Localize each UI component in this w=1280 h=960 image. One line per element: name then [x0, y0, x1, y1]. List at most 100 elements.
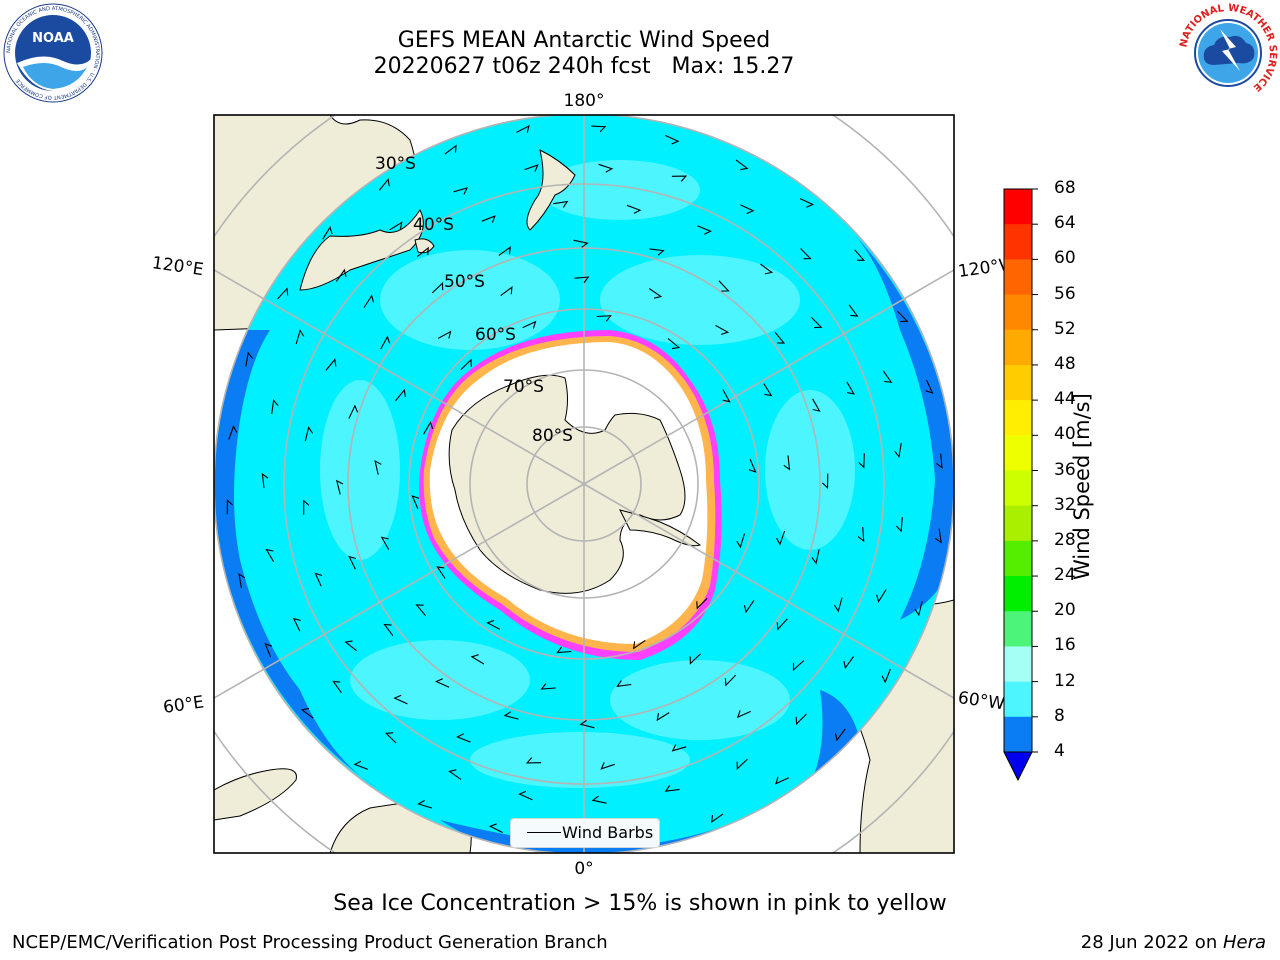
colorbar-swatch	[1004, 470, 1032, 507]
colorbar-label: Wind Speed [m/s]	[1070, 393, 1094, 580]
noaa-logo-text: NOAA	[32, 31, 74, 46]
wind-barb	[616, 680, 632, 688]
wind-barb	[858, 453, 865, 469]
colorbar-swatch	[1004, 435, 1032, 471]
wind-barb	[665, 134, 680, 145]
wind-barb	[417, 799, 433, 809]
wind-barb	[591, 795, 607, 804]
wind-barb	[573, 239, 589, 248]
wind-barb	[914, 601, 923, 617]
wind-barb	[436, 566, 446, 579]
wind-barb	[656, 712, 670, 722]
wind-barb	[522, 320, 537, 329]
wind-barb	[518, 790, 533, 801]
antarctica-land	[448, 374, 686, 594]
wind-barb	[936, 453, 943, 469]
wind-barb	[423, 420, 434, 435]
wind-barb	[671, 175, 688, 182]
colorbar-swatch	[1004, 576, 1032, 612]
wind-barb	[556, 646, 572, 654]
colorbar-tick-label: 8	[1054, 705, 1065, 726]
wind-barb	[722, 389, 731, 403]
wind-barb	[774, 331, 786, 344]
footer-date: 28 Jun 2022 on Hera	[1080, 932, 1266, 953]
wind-barb	[897, 310, 909, 323]
colorbar-swatch	[1004, 294, 1032, 331]
noaa-logo: NOAA NATIONAL OCEANIC AND ATMOSPHERIC AD…	[3, 3, 103, 103]
wind-barb	[453, 187, 469, 195]
wind-barb	[598, 163, 614, 173]
wind-barb	[460, 358, 472, 370]
colorbar	[1003, 188, 1038, 782]
wind-barb	[353, 760, 369, 770]
wind-barb	[448, 769, 462, 780]
wind-barb	[295, 329, 305, 345]
wind-barb	[411, 495, 420, 510]
wind-barb	[264, 642, 273, 658]
wind-barb	[271, 399, 279, 415]
wind-barb	[481, 215, 496, 223]
wind-barb	[811, 316, 823, 329]
wind-barb	[711, 813, 724, 824]
colorbar-tick-label: 4	[1054, 741, 1065, 761]
footer-branch: NCEP/EMC/Verification Post Processing Pr…	[12, 932, 608, 953]
colorbar-swatch	[1004, 259, 1032, 296]
wind-barb	[736, 533, 746, 549]
wind-barb	[434, 678, 450, 688]
wind-barb	[800, 248, 812, 260]
colorbar-tick-label: 60	[1054, 248, 1076, 269]
colorbar-tick-label: 28	[1054, 529, 1076, 550]
wind-barb	[811, 549, 820, 565]
colorbar-swatch	[1004, 716, 1032, 752]
chart-subtitle: 20220627 t06z 240h fcst Max: 15.27	[373, 54, 795, 79]
wind-barb	[498, 246, 511, 256]
wind-barb	[843, 656, 855, 670]
wind-barb	[524, 164, 539, 172]
wind-barb	[667, 338, 681, 350]
wind-barb	[848, 304, 859, 317]
wind-barb	[724, 674, 737, 687]
colorbar-tick-label: 16	[1054, 635, 1076, 656]
wind-barb	[378, 178, 390, 191]
wind-barb	[265, 548, 275, 562]
wind-barb	[648, 288, 663, 299]
lat-label-60s: 60°S	[475, 325, 516, 345]
wind-barb	[553, 200, 569, 208]
wind-barb	[314, 572, 323, 587]
wind-barb	[894, 442, 902, 459]
wind-barb	[380, 536, 390, 550]
wind-barb	[895, 517, 903, 533]
wind-barb	[748, 458, 757, 473]
colorbar-swatch	[1004, 364, 1032, 401]
wind-barb	[374, 459, 382, 475]
wind-barb	[776, 530, 786, 546]
wind-barb	[649, 248, 665, 256]
lon-label-60e: 60°E	[162, 692, 205, 717]
wind-barb	[689, 653, 701, 665]
lon-label-120e: 120°E	[151, 253, 205, 280]
madagascar-land	[214, 768, 297, 821]
wind-barb	[854, 249, 866, 261]
lat-label-70s: 70°S	[503, 377, 544, 397]
wind-barb	[740, 204, 755, 215]
colorbar-swatch	[1004, 329, 1032, 366]
colorbar-swatch	[1004, 400, 1032, 436]
wind-barb	[881, 668, 891, 684]
colorbar-swatch	[1004, 189, 1032, 225]
colorbar-tick-label: 44	[1054, 389, 1076, 410]
wind-barb	[591, 125, 607, 133]
colorbar-swatch	[1004, 540, 1032, 577]
lat-label-50s: 50°S	[444, 272, 485, 292]
wind-barb	[325, 358, 337, 371]
wind-barb	[304, 426, 314, 442]
wind-barb	[822, 473, 829, 489]
wind-barb	[783, 455, 791, 471]
colorbar-tick-label: 20	[1054, 600, 1076, 621]
wind-barb	[245, 351, 253, 367]
sea-ice-caption: Sea Ice Concentration > 15% is shown in …	[333, 891, 947, 916]
colorbar-tick-label: 12	[1054, 670, 1076, 691]
lat-label-80s: 80°S	[532, 426, 573, 446]
colorbar-tick-label: 24	[1054, 565, 1076, 586]
wind-barb	[393, 694, 408, 705]
